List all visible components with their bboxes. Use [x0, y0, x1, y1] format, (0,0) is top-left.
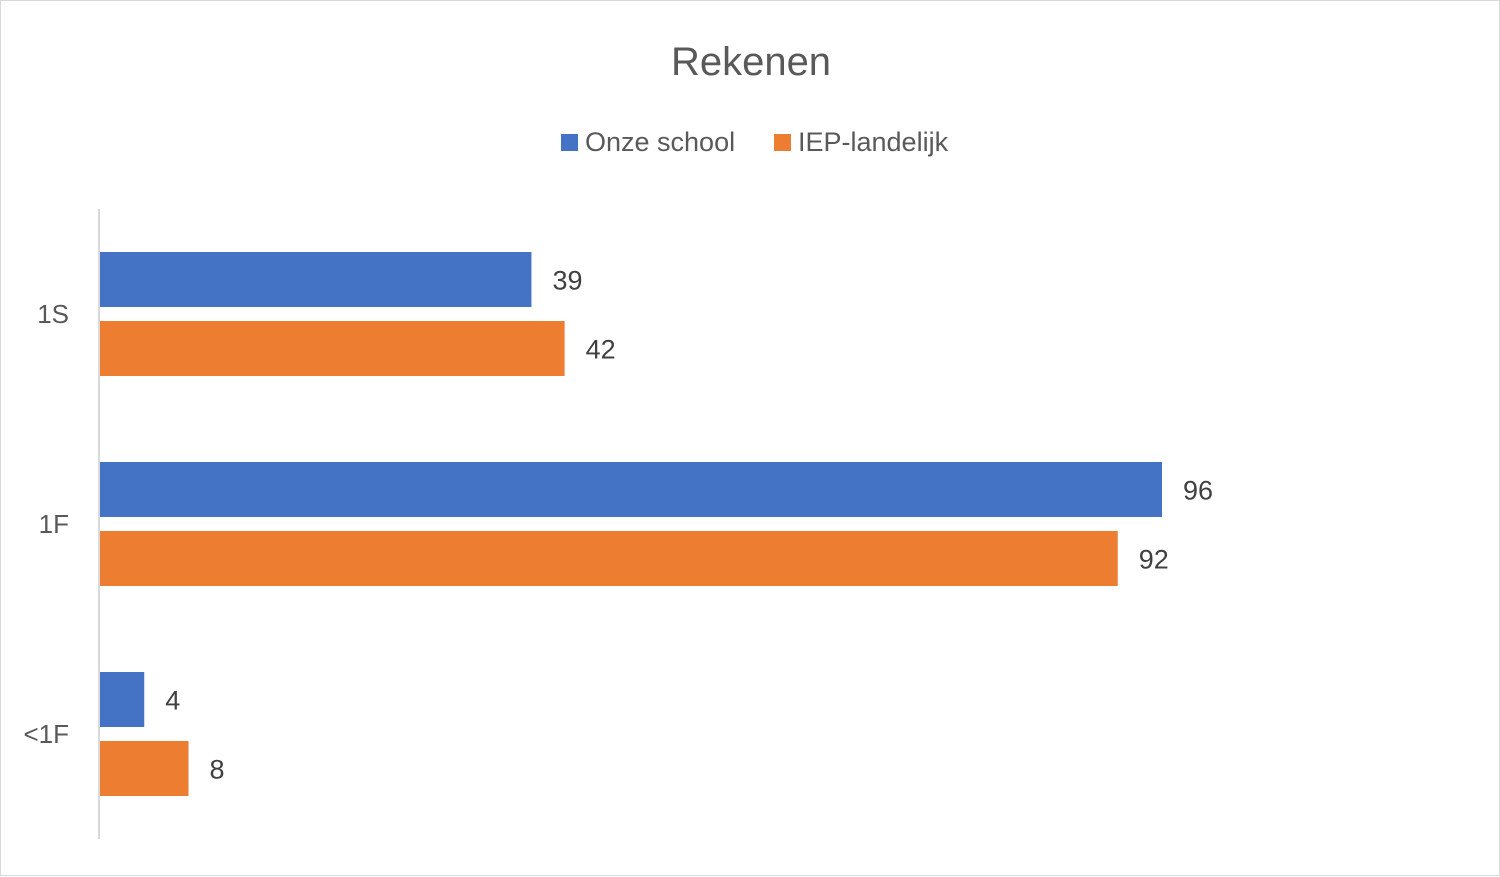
- y-tick-label: <1F: [23, 719, 69, 749]
- y-tick-label: 1S: [37, 299, 69, 329]
- legend-label-onze-school: Onze school: [585, 127, 735, 157]
- data-label: 8: [210, 755, 225, 785]
- bar-iep-landelijk: [100, 321, 565, 376]
- legend-swatch-onze-school: [561, 134, 578, 151]
- plot-area: 1S 39 42 1F 96 92 <1F 4 8: [23, 252, 1213, 796]
- bar-iep-landelijk: [100, 531, 1118, 586]
- bar-iep-landelijk: [100, 741, 189, 796]
- chart-title: Rekenen: [671, 40, 831, 84]
- bar-onze-school: [100, 672, 145, 727]
- bar-onze-school: [100, 462, 1162, 517]
- legend-swatch-iep-landelijk: [774, 134, 791, 151]
- bar-onze-school: [100, 252, 532, 307]
- data-label: 39: [552, 266, 582, 296]
- data-label: 4: [165, 686, 180, 716]
- data-label: 92: [1139, 545, 1169, 575]
- y-tick-label: 1F: [39, 509, 69, 539]
- legend-label-iep-landelijk: IEP-landelijk: [798, 127, 949, 157]
- data-label: 96: [1183, 476, 1213, 506]
- data-label: 42: [586, 335, 616, 365]
- legend: Onze school IEP-landelijk: [561, 127, 949, 157]
